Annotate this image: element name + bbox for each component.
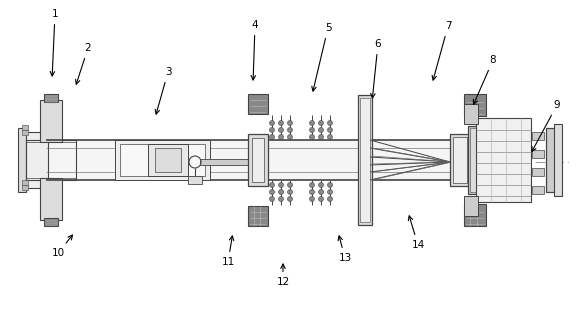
Text: 1: 1 [50, 9, 58, 76]
Bar [22, 180, 28, 185]
Bar [22, 130, 28, 135]
Circle shape [269, 134, 274, 140]
Bar [248, 94, 268, 114]
Circle shape [310, 196, 315, 202]
Circle shape [310, 121, 315, 125]
Bar [26, 132, 48, 188]
Bar [464, 104, 478, 124]
Bar [120, 144, 205, 176]
Circle shape [269, 121, 274, 125]
Bar [40, 100, 62, 142]
Bar [252, 138, 264, 182]
Bar [18, 128, 26, 192]
Text: 5: 5 [312, 23, 331, 91]
Circle shape [287, 121, 293, 125]
Circle shape [279, 127, 283, 132]
Circle shape [287, 189, 293, 195]
Circle shape [328, 182, 332, 188]
Bar [44, 218, 58, 226]
Bar [464, 196, 478, 216]
Bar [532, 186, 544, 194]
Circle shape [318, 121, 324, 125]
Circle shape [328, 134, 332, 140]
Circle shape [279, 134, 283, 140]
Bar [453, 137, 467, 183]
Text: 8: 8 [474, 55, 496, 104]
Bar [532, 132, 544, 140]
Bar [470, 128, 476, 192]
Bar [26, 140, 76, 180]
Bar [358, 95, 372, 225]
Circle shape [318, 196, 324, 202]
Circle shape [328, 196, 332, 202]
Circle shape [328, 127, 332, 132]
Circle shape [287, 196, 293, 202]
Circle shape [328, 121, 332, 125]
Bar [360, 98, 370, 222]
Text: 10: 10 [51, 235, 72, 258]
Bar [468, 126, 478, 194]
Circle shape [310, 127, 315, 132]
Bar [554, 124, 562, 196]
Circle shape [318, 182, 324, 188]
Circle shape [279, 189, 283, 195]
Circle shape [269, 182, 274, 188]
Circle shape [279, 121, 283, 125]
Circle shape [310, 189, 315, 195]
Circle shape [279, 182, 283, 188]
Bar [476, 118, 531, 202]
Text: 12: 12 [276, 264, 290, 287]
Circle shape [269, 127, 274, 132]
Circle shape [269, 189, 274, 195]
Bar [464, 94, 486, 116]
Bar [546, 128, 556, 192]
Circle shape [318, 189, 324, 195]
Text: 4: 4 [251, 20, 258, 80]
Text: 9: 9 [532, 100, 560, 151]
Circle shape [269, 196, 274, 202]
Bar [22, 125, 28, 130]
Circle shape [287, 127, 293, 132]
Circle shape [310, 134, 315, 140]
Circle shape [318, 127, 324, 132]
Circle shape [310, 182, 315, 188]
Bar [148, 144, 188, 176]
Text: 11: 11 [221, 236, 235, 267]
Bar [464, 204, 486, 226]
Bar [248, 134, 268, 186]
Text: 3: 3 [155, 67, 171, 114]
Circle shape [287, 134, 293, 140]
Bar [200, 159, 262, 165]
Bar [44, 94, 58, 102]
Bar [532, 150, 544, 158]
Text: 2: 2 [75, 43, 91, 84]
Text: 14: 14 [408, 216, 425, 250]
Bar [115, 140, 210, 180]
Bar [40, 178, 62, 220]
Bar [155, 148, 181, 172]
Bar [46, 140, 490, 180]
Bar [22, 185, 28, 190]
Text: 6: 6 [371, 39, 381, 98]
Bar [450, 134, 470, 186]
Text: 13: 13 [338, 236, 352, 263]
Circle shape [287, 182, 293, 188]
Circle shape [318, 134, 324, 140]
Circle shape [328, 189, 332, 195]
Circle shape [279, 196, 283, 202]
Text: 7: 7 [432, 21, 451, 80]
Bar [188, 176, 202, 184]
Bar [532, 168, 544, 176]
Bar [26, 142, 76, 178]
Bar [248, 206, 268, 226]
